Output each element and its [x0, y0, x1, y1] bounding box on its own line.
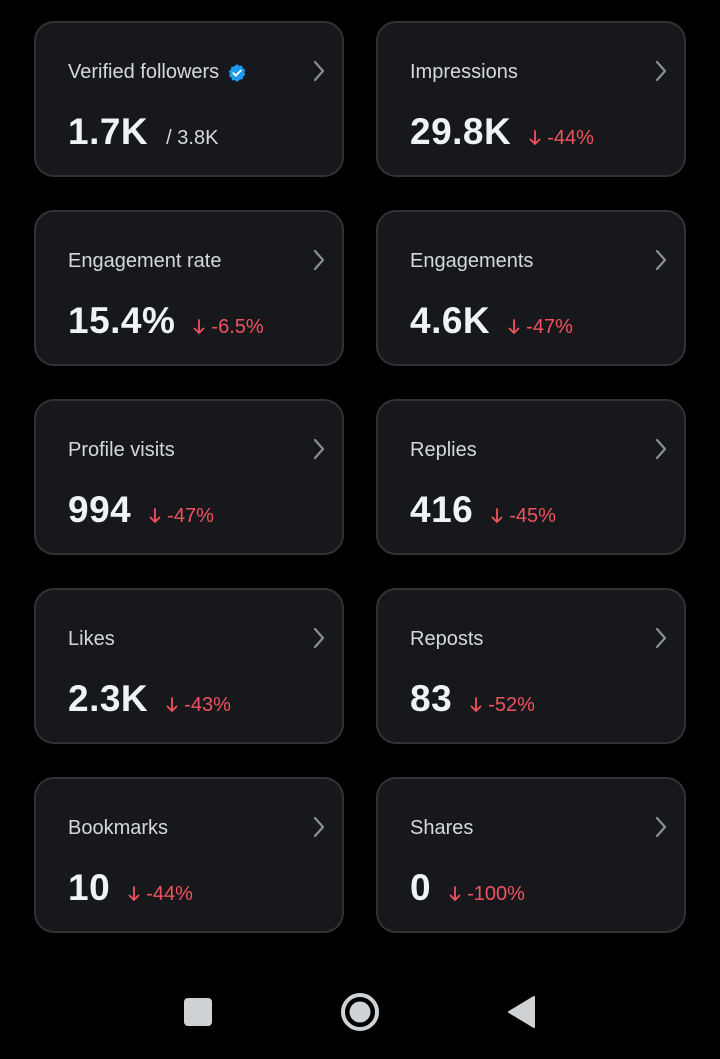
card-change: -43% [166, 694, 231, 717]
card-value-row: 83 -52% [410, 678, 535, 720]
card-change: -44% [529, 127, 594, 150]
card-value: 1.7K [68, 111, 149, 152]
chevron-right-icon [313, 627, 325, 649]
card-change-value: -44% [547, 127, 594, 149]
system-navigation-bar [0, 965, 720, 1059]
card-title-row: Impressions [410, 61, 518, 84]
card-profile-visits[interactable]: Profile visits 994 -47% [34, 399, 344, 555]
card-shares[interactable]: Shares 0 -100% [376, 777, 686, 933]
card-reposts[interactable]: Reposts 83 -52% [376, 588, 686, 744]
down-arrow-icon [149, 508, 161, 523]
card-title: Reposts [410, 628, 484, 650]
card-change-value: -47% [526, 316, 573, 338]
card-title: Impressions [410, 61, 518, 83]
card-value-row: 0 -100% [410, 867, 525, 909]
card-title-row: Replies [410, 439, 477, 462]
card-title: Profile visits [68, 439, 175, 461]
chevron-right-icon [655, 249, 667, 271]
card-title: Engagements [410, 250, 534, 272]
down-arrow-icon [491, 508, 503, 523]
card-value-row: 4.6K -47% [410, 300, 573, 342]
down-arrow-icon [166, 697, 178, 712]
card-change-value: -47% [167, 505, 214, 527]
card-value: 83 [410, 678, 453, 719]
card-title-row: Engagement rate [68, 250, 221, 273]
card-title: Engagement rate [68, 250, 222, 272]
down-arrow-icon [508, 319, 520, 334]
card-title-row: Likes [68, 628, 115, 651]
home-circle-icon[interactable] [335, 987, 385, 1037]
card-title-row: Bookmarks [68, 817, 168, 840]
down-arrow-icon [194, 319, 205, 334]
card-value: 0 [410, 867, 432, 908]
card-value-row: 994 -47% [68, 489, 214, 531]
card-change: -52% [470, 694, 535, 717]
card-title-row: Verified followers [68, 61, 247, 84]
card-change: -44% [128, 883, 193, 906]
card-title-row: Engagements [410, 250, 533, 273]
card-change-value: -52% [488, 694, 535, 716]
recents-square-icon[interactable] [173, 987, 223, 1037]
chevron-right-icon [655, 438, 667, 460]
card-impressions[interactable]: Impressions 29.8K -44% [376, 21, 686, 177]
card-change-value: -100% [467, 883, 525, 905]
card-title: Verified followers [68, 61, 220, 83]
card-change-value: -45% [509, 505, 556, 527]
card-value: 416 [410, 489, 474, 530]
card-value: 15.4% [68, 300, 176, 341]
card-change: -45% [491, 505, 556, 528]
card-change: -47% [508, 316, 573, 339]
card-value: 994 [68, 489, 132, 530]
card-bookmarks[interactable]: Bookmarks 10 -44% [34, 777, 344, 933]
card-change-value: -43% [184, 694, 231, 716]
chevron-right-icon [313, 816, 325, 838]
chevron-right-icon [313, 60, 325, 82]
card-verified-followers[interactable]: Verified followers 1.7K / 3.8K [34, 21, 344, 177]
card-value: 10 [68, 867, 111, 908]
card-change: -100% [449, 883, 525, 906]
chevron-right-icon [655, 627, 667, 649]
metrics-grid: Verified followers 1.7K / 3.8K Impressio… [34, 21, 686, 933]
card-total: / 3.8K [166, 127, 219, 149]
card-engagements[interactable]: Engagements 4.6K -47% [376, 210, 686, 366]
down-arrow-icon [529, 130, 541, 145]
card-change-value: -6.5% [211, 316, 264, 338]
card-change-value: -44% [146, 883, 193, 905]
card-value-row: 10 -44% [68, 867, 193, 909]
down-arrow-icon [449, 886, 461, 901]
card-title-row: Shares [410, 817, 473, 840]
card-value: 2.3K [68, 678, 149, 719]
chevron-right-icon [313, 438, 325, 460]
card-value-row: 15.4% -6.5% [68, 300, 264, 342]
card-value-row: 416 -45% [410, 489, 556, 531]
card-title-row: Reposts [410, 628, 483, 651]
card-title: Replies [410, 439, 477, 461]
card-value: 4.6K [410, 300, 491, 341]
card-change: -6.5% [193, 316, 264, 339]
card-title: Likes [68, 628, 115, 650]
card-change: -47% [149, 505, 214, 528]
verified-badge-icon [228, 63, 246, 82]
card-title: Bookmarks [68, 817, 169, 839]
card-value-row: 29.8K -44% [410, 111, 594, 153]
card-likes[interactable]: Likes 2.3K -43% [34, 588, 344, 744]
chevron-right-icon [313, 249, 325, 271]
card-engagement-rate[interactable]: Engagement rate 15.4% -6.5% [34, 210, 344, 366]
card-replies[interactable]: Replies 416 -45% [376, 399, 686, 555]
chevron-right-icon [655, 60, 667, 82]
card-title-row: Profile visits [68, 439, 175, 462]
chevron-right-icon [655, 816, 667, 838]
card-value-row: 1.7K / 3.8K [68, 111, 218, 153]
card-value: 29.8K [410, 111, 512, 152]
back-triangle-icon[interactable] [497, 987, 547, 1037]
card-value-row: 2.3K -43% [68, 678, 231, 720]
down-arrow-icon [128, 886, 140, 901]
down-arrow-icon [470, 697, 482, 712]
card-title: Shares [410, 817, 474, 839]
